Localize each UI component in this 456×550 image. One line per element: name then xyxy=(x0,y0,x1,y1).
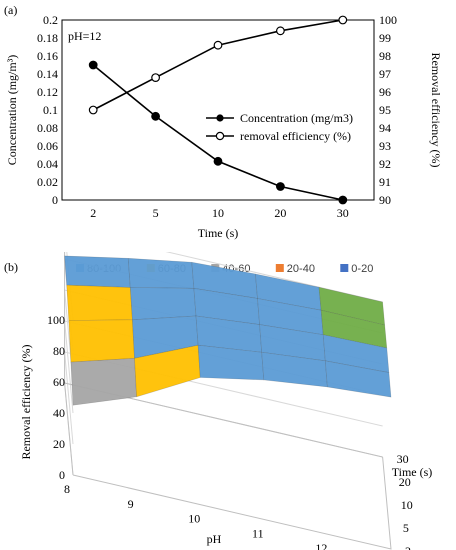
concentration-point xyxy=(213,156,223,166)
surface-cell xyxy=(70,357,137,406)
efficiency-point xyxy=(88,105,98,115)
surface-y-tick-label: 20 xyxy=(53,437,65,451)
surface-z-axis-label: Time (s) xyxy=(392,465,433,479)
surface-cell xyxy=(127,257,195,289)
left-tick-label: 0.16 xyxy=(37,49,58,63)
right-tick-label: 94 xyxy=(379,121,391,135)
legend-swatch xyxy=(340,264,349,272)
legend-label-efficiency: removal efficiency (%) xyxy=(240,129,351,143)
right-tick-label: 96 xyxy=(379,85,391,99)
right-tick-label: 98 xyxy=(379,49,391,63)
floor-edge xyxy=(72,456,392,550)
panel-label-b: (b) xyxy=(4,260,18,274)
left-tick-label: 0.04 xyxy=(37,157,58,171)
efficiency-point xyxy=(276,26,285,36)
surface-x-tick-label: 10 xyxy=(188,512,200,526)
left-tick-label: 0.14 xyxy=(37,67,58,81)
annotation-ph: pH=12 xyxy=(68,29,101,43)
floor-edge-left xyxy=(64,382,74,476)
right-tick-label: 90 xyxy=(379,193,391,207)
surface-x-axis-label: pH xyxy=(207,532,222,546)
right-tick-label: 95 xyxy=(379,103,391,117)
surface-y-tick-label: 40 xyxy=(53,406,65,420)
efficiency-point xyxy=(213,40,223,50)
surface-z-tick-label: 30 xyxy=(397,452,409,466)
surface-y-axis-label: Removal efficiency (%) xyxy=(19,344,33,459)
concentration-point xyxy=(338,195,348,205)
legend-label: 0-20 xyxy=(351,263,373,275)
x-tick-label: 5 xyxy=(153,206,159,220)
right-tick-label: 97 xyxy=(379,67,391,81)
right-tick-label: 99 xyxy=(379,31,391,45)
surface-z-tick-label: 5 xyxy=(403,521,409,535)
left-tick-label: 0.2 xyxy=(43,13,58,27)
surface-cell xyxy=(66,284,133,321)
surface-y-tick-label: 100 xyxy=(47,313,65,327)
legend-a: Concentration (mg/m3) removal efficiency… xyxy=(206,111,353,143)
right-tick-label: 92 xyxy=(379,157,391,171)
left-axis-ticks: 0 0.02 0.04 0.06 0.08 0.1 0.12 0.14 0.16 0.18 0.2 xyxy=(37,13,58,207)
surface-cell xyxy=(324,360,392,398)
plot-frame xyxy=(61,19,375,201)
concentration-point xyxy=(151,111,161,121)
surface-cell xyxy=(64,255,131,288)
right-tick-label: 91 xyxy=(379,175,391,189)
line-chart: (a) pH=12 0 0.02 0.04 0.06 0.08 0.1 0.12 0.14 0.… xyxy=(4,3,443,240)
left-tick-label: 0.06 xyxy=(37,139,58,153)
surface-z-tick-label: 20 xyxy=(399,475,411,489)
surface-layer xyxy=(64,255,392,406)
concentration-point xyxy=(276,182,285,191)
legend-marker-efficiency xyxy=(215,131,225,141)
x-tick-label: 10 xyxy=(212,206,224,220)
left-tick-label: 0 xyxy=(52,193,58,207)
series-layer xyxy=(88,15,348,205)
surface-cell xyxy=(129,287,197,321)
x-tick-label: 30 xyxy=(337,206,349,220)
left-tick-label: 0.1 xyxy=(43,103,58,117)
left-tick-label: 0.18 xyxy=(37,31,58,45)
right-tick-label: 93 xyxy=(379,139,391,153)
legend-marker-concentration xyxy=(216,114,224,122)
surface-x-tick-label: 11 xyxy=(252,526,264,540)
x-axis-ticks: 2 5 10 20 30 xyxy=(90,206,349,220)
surface-x-tick-label: 9 xyxy=(128,497,134,511)
right-axis-ticks: 90 91 92 93 94 95 96 97 98 99 100 xyxy=(379,13,397,207)
concentration-point xyxy=(88,60,98,70)
left-tick-label: 0.12 xyxy=(37,85,58,99)
surface-cell xyxy=(68,319,135,363)
efficiency-point xyxy=(338,15,348,25)
legend-label-concentration: Concentration (mg/m3) xyxy=(240,111,353,125)
x-tick-label: 20 xyxy=(274,206,286,220)
x-tick-label: 2 xyxy=(90,206,96,220)
efficiency-point xyxy=(151,73,161,82)
right-tick-label: 100 xyxy=(379,13,397,27)
legend-label: 20-40 xyxy=(287,263,315,275)
surface-ticks: 020406080100891011121325102030 xyxy=(47,313,413,550)
surface-y-tick-label: 60 xyxy=(53,375,65,389)
surface-x-tick-label: 12 xyxy=(315,541,327,550)
surface-y-tick-label: 0 xyxy=(59,468,65,482)
panel-label-a: (a) xyxy=(4,3,17,17)
surface-y-tick-label: 80 xyxy=(53,344,65,358)
legend-swatch xyxy=(275,264,284,272)
surface-z-tick-label: 10 xyxy=(401,498,413,512)
y2-axis-label: Removal efficiency (%) xyxy=(429,52,443,167)
x-axis-label: Time (s) xyxy=(198,226,239,240)
left-tick-label: 0.02 xyxy=(37,175,58,189)
surface-z-tick-label: 2 xyxy=(405,544,411,550)
surface-x-tick-label: 8 xyxy=(64,482,70,496)
left-tick-label: 0.08 xyxy=(37,121,58,135)
y-axis-label: Concentration (mg/m³) xyxy=(5,55,19,166)
